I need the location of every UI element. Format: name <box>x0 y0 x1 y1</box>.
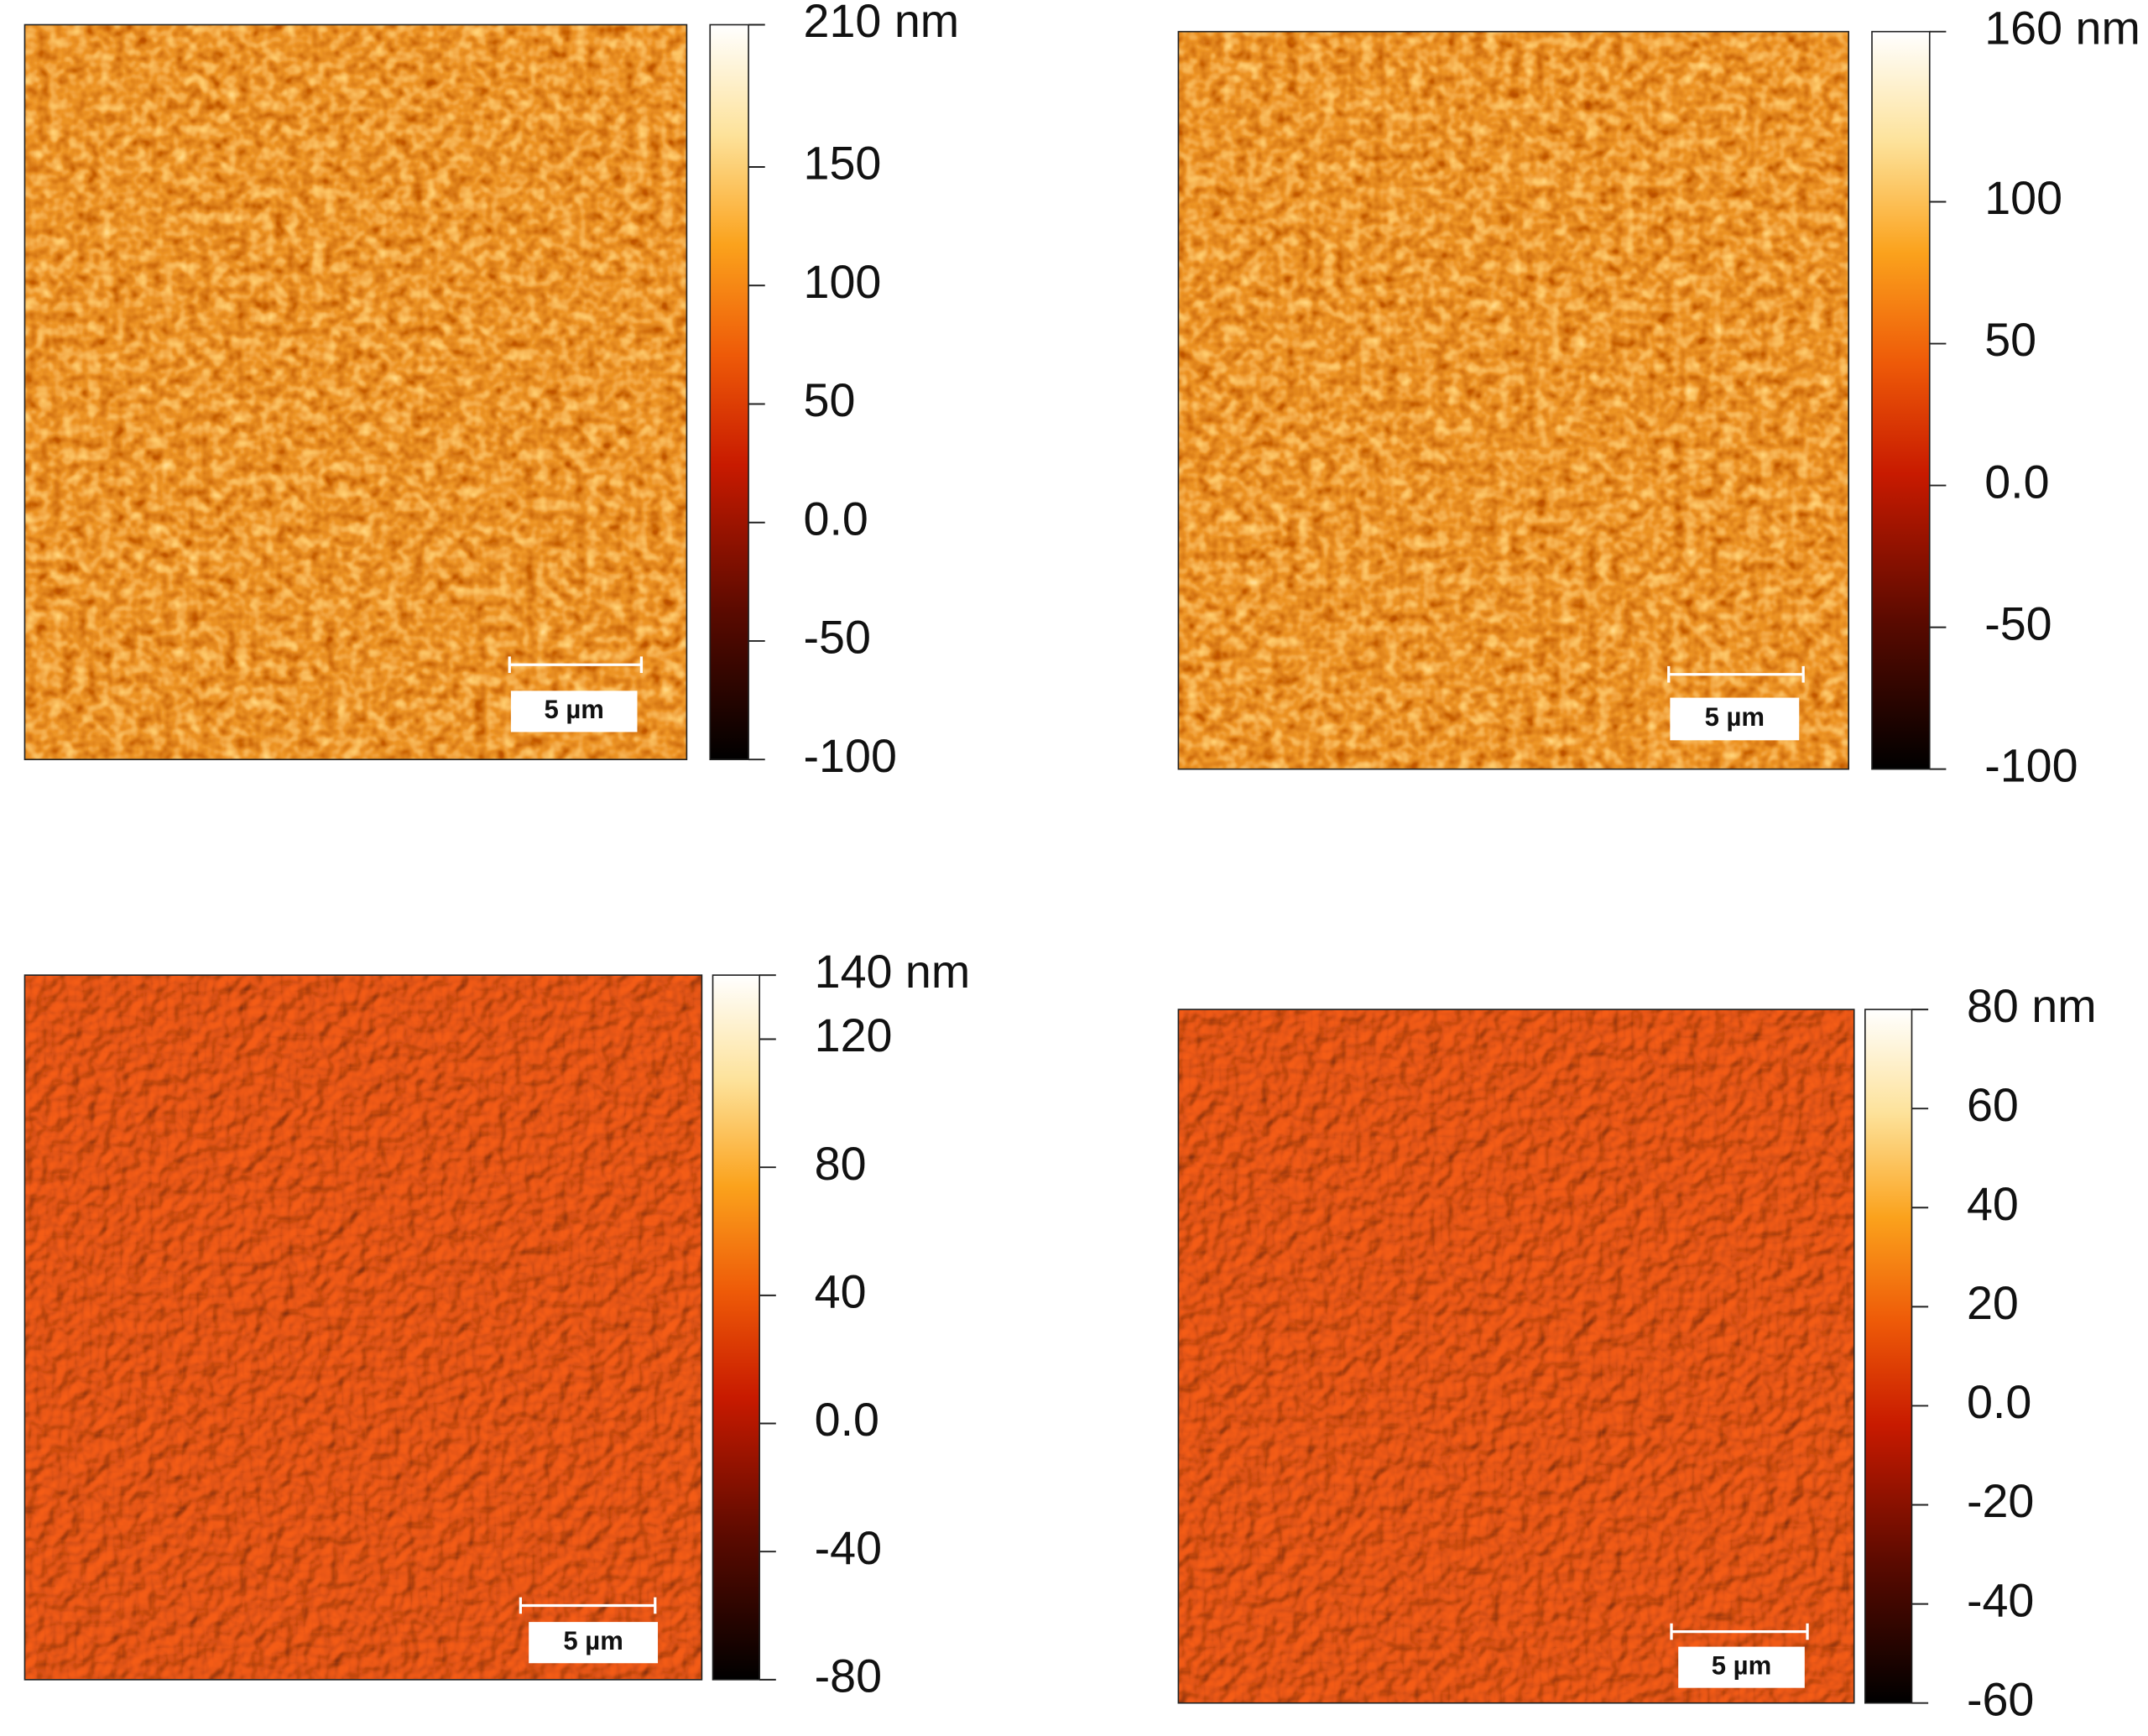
scale-bar-box <box>1670 697 1800 741</box>
colorbar-tick-label: -40 <box>1967 1574 2034 1626</box>
colorbar-tick-label: -100 <box>1984 739 2078 791</box>
colorbar-tick-label: 150 <box>804 138 882 190</box>
colorbar <box>1871 30 1931 770</box>
colorbar-tick-label: 140 nm <box>815 946 971 998</box>
colorbar-tick-label: 0.0 <box>815 1394 879 1446</box>
scale-bar-label: 5 µm <box>563 1626 623 1655</box>
image-border <box>23 974 703 1681</box>
colorbar-tick-label: 100 <box>804 256 882 308</box>
colorbar <box>1864 1009 1913 1704</box>
colorbar-tick-label: -80 <box>815 1650 882 1702</box>
colorbar-tick-label: 50 <box>1984 314 2036 366</box>
colorbar-tick-label: 80 nm <box>1967 980 2097 1032</box>
colorbar-tick-label: -50 <box>1984 597 2052 649</box>
colorbar-tick-label: -50 <box>804 612 871 664</box>
colorbar-tick-label: 0.0 <box>1984 456 2049 508</box>
colorbar-tick-label: 60 <box>1967 1079 2019 1131</box>
colorbar-tick-label: 50 <box>804 374 856 426</box>
colorbar-tick-label: 0.0 <box>804 493 868 545</box>
colorbar-tick-label: 80 <box>815 1138 867 1190</box>
scale-bar-label: 5 µm <box>1712 1650 1771 1680</box>
colorbar-tick-label: 160 nm <box>1984 2 2140 54</box>
scale-bar-box <box>1678 1646 1805 1688</box>
scale-bar-box <box>510 691 638 732</box>
scale-bar-label: 5 µm <box>1705 702 1765 732</box>
colorbar-tick-label: -40 <box>815 1522 882 1574</box>
afm-image <box>24 975 702 1680</box>
colorbar <box>712 974 760 1681</box>
colorbar-tick-label: 120 <box>815 1009 893 1061</box>
image-border <box>23 23 688 761</box>
image-border <box>1177 1009 1855 1704</box>
colorbar-tick-label: -60 <box>1967 1673 2034 1725</box>
colorbar-tick-label: 40 <box>1967 1178 2019 1230</box>
scale-bar-box <box>529 1622 659 1664</box>
afm-image <box>1178 31 1849 769</box>
colorbar-tick-label: 210 nm <box>804 0 960 47</box>
colorbar-tick-label: -20 <box>1967 1475 2034 1527</box>
colorbar-tick-label: 0.0 <box>1967 1376 2031 1428</box>
image-border <box>1177 30 1849 770</box>
scale-bar-label: 5 µm <box>544 695 603 724</box>
colorbar-tick-label: 40 <box>815 1266 867 1318</box>
afm-image <box>1178 1009 1854 1703</box>
colorbar <box>709 23 749 761</box>
colorbar-tick-label: 20 <box>1967 1277 2019 1329</box>
afm-image <box>24 24 687 760</box>
colorbar-tick-label: 100 <box>1984 172 2062 224</box>
colorbar-tick-label: -100 <box>804 730 897 782</box>
